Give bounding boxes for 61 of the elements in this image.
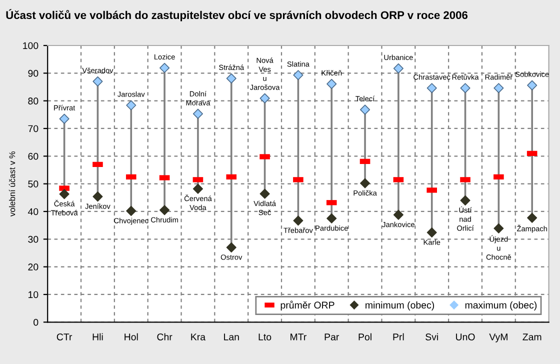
- point: [494, 83, 504, 94]
- point: [360, 104, 370, 115]
- point: [226, 73, 236, 84]
- y-tick-label: 40: [28, 208, 38, 216]
- point: [126, 206, 136, 216]
- point: [59, 189, 70, 200]
- chart-title: Účast voličů ve volbách do zastupitelstev obcí ve správních obvodech ORP v roce 2006: [6, 9, 468, 22]
- y-tick-label: 10: [28, 291, 38, 298]
- x-tick-label: Kra: [191, 334, 206, 340]
- point: [326, 213, 337, 224]
- x-tick-label: Prl: [393, 333, 404, 340]
- legend-label: maximum (obec): [465, 301, 537, 310]
- point: [360, 178, 370, 188]
- point: [393, 63, 404, 74]
- x-tick-label: UnO: [456, 334, 475, 340]
- x-tick-label: MTr: [290, 334, 306, 340]
- point: [260, 93, 270, 104]
- legend-label: minimum (obec): [366, 301, 434, 310]
- point: [426, 83, 437, 94]
- y-tick-label: 70: [28, 125, 38, 132]
- point: [426, 227, 437, 238]
- point: [527, 212, 538, 223]
- legend-label: průměr ORP: [280, 300, 334, 310]
- point: [494, 223, 504, 234]
- y-tick-label: 60: [28, 152, 38, 160]
- point: [126, 100, 136, 110]
- x-tick-label: Hol: [124, 333, 138, 340]
- y-tick-label: 20: [28, 264, 38, 270]
- x-tick-label: Hli: [92, 333, 103, 340]
- point: [293, 70, 304, 80]
- point: [59, 114, 70, 124]
- y-tick-label: 100: [23, 42, 38, 50]
- point: [160, 205, 170, 216]
- y-tick-label: 90: [28, 70, 38, 77]
- x-tick-label: VyM: [489, 334, 508, 342]
- x-tick-label: Svi: [426, 333, 438, 340]
- y-tick-label: 30: [28, 236, 38, 243]
- x-tick-label: Chr: [157, 333, 172, 340]
- x-tick-label: Pol: [358, 333, 372, 340]
- point: [460, 83, 470, 94]
- x-tick-label: Lto: [258, 334, 272, 340]
- point: [192, 108, 203, 119]
- point: [393, 210, 404, 220]
- point: [92, 76, 103, 86]
- point: [226, 242, 236, 252]
- x-tick-label: CTr: [56, 334, 72, 340]
- point: [192, 184, 203, 194]
- point: [293, 216, 304, 226]
- point: [160, 62, 170, 73]
- point: [460, 195, 470, 206]
- y-tick-label: 80: [28, 98, 38, 104]
- point: [326, 78, 337, 89]
- x-tick-label: Lan: [224, 334, 239, 340]
- point: [92, 192, 103, 202]
- y-tick-label: 0: [34, 318, 38, 326]
- point: [260, 188, 270, 199]
- point: [527, 80, 538, 90]
- y-tick-label: 50: [28, 180, 38, 188]
- x-tick-label: Zam: [522, 334, 542, 340]
- x-tick-label: Par: [324, 334, 340, 340]
- y-axis-title: volební účast v %: [8, 151, 16, 216]
